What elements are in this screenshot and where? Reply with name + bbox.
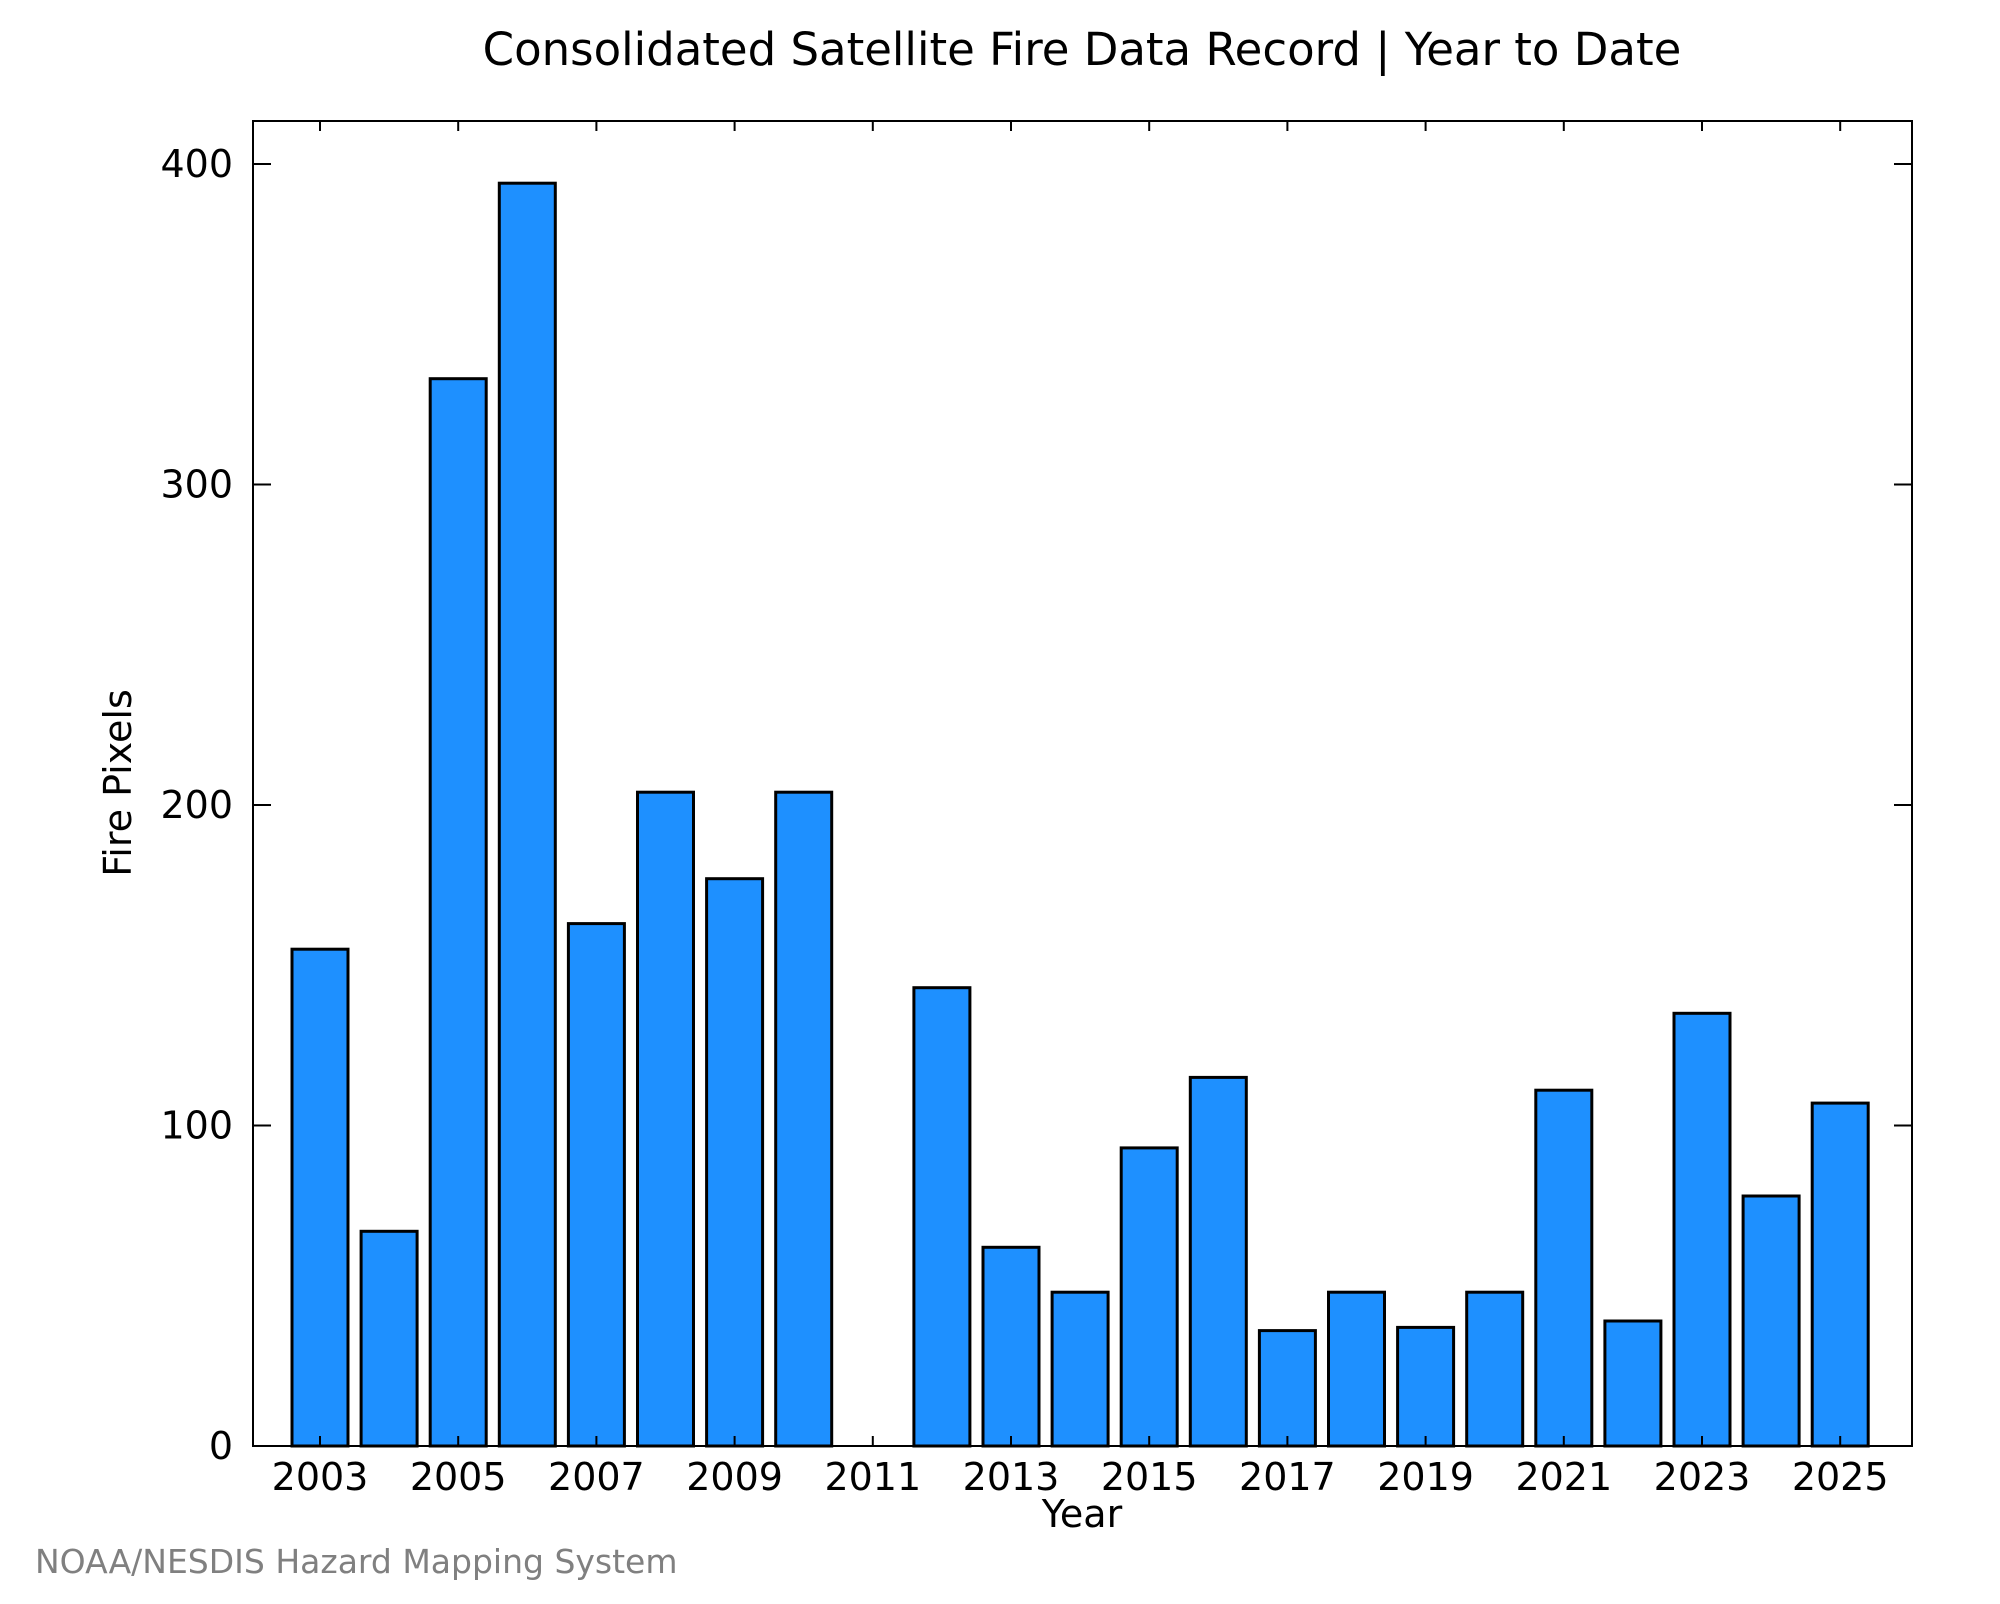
x-tick-label-2009: 2009 — [686, 1455, 783, 1499]
bar-2025 — [1810, 1101, 1870, 1448]
x-tick-label-2015: 2015 — [1101, 1455, 1198, 1499]
bar-2005 — [428, 377, 488, 1448]
bar-2015 — [1119, 1146, 1179, 1448]
bar-2004 — [359, 1229, 419, 1448]
y-axis-label: Fire Pixels — [96, 689, 140, 877]
bar-2012 — [912, 986, 972, 1448]
bar-2019 — [1396, 1325, 1456, 1448]
bar-2017 — [1257, 1329, 1317, 1448]
bar-2016 — [1188, 1075, 1248, 1448]
x-axis-label: Year — [1041, 1492, 1123, 1536]
bar-2003 — [290, 947, 350, 1448]
bar-2007 — [566, 922, 626, 1448]
x-tick-label-2007: 2007 — [548, 1455, 645, 1499]
x-tick-label-2011: 2011 — [824, 1455, 921, 1499]
x-tick-label-2019: 2019 — [1377, 1455, 1474, 1499]
credit-text: NOAA/NESDIS Hazard Mapping System — [35, 1542, 678, 1581]
bar-2021 — [1534, 1088, 1594, 1448]
bar-2014 — [1050, 1290, 1110, 1448]
bar-2009 — [705, 877, 765, 1448]
y-tick-label-300: 300 — [160, 463, 233, 507]
bar-2008 — [636, 790, 695, 1448]
y-tick-label-0: 0 — [209, 1424, 233, 1468]
x-tick-label-2021: 2021 — [1515, 1455, 1612, 1499]
bar-2023 — [1672, 1011, 1732, 1448]
x-tick-label-2003: 2003 — [272, 1455, 369, 1499]
x-tick-label-2005: 2005 — [410, 1455, 507, 1499]
x-axis-ticks: 2003 2005 2007 2009 2011 2013 2015 2017 2019 2021… — [272, 121, 1889, 1499]
bar-2018 — [1327, 1290, 1386, 1448]
x-tick-label-2013: 2013 — [963, 1455, 1060, 1499]
y-tick-label-400: 400 — [160, 142, 233, 186]
bar-2022 — [1603, 1319, 1663, 1448]
bar-2020 — [1465, 1290, 1525, 1448]
bar-2010 — [774, 790, 834, 1448]
y-axis-ticks: 0 100 200 300 400 — [160, 142, 1912, 1468]
y-tick-label-200: 200 — [160, 783, 233, 827]
bar-2006 — [497, 181, 557, 1448]
chart-title: Consolidated Satellite Fire Data Record … — [483, 23, 1682, 76]
bars-group — [290, 181, 1870, 1448]
bar-2024 — [1741, 1194, 1801, 1448]
x-tick-label-2017: 2017 — [1239, 1455, 1336, 1499]
x-tick-label-2023: 2023 — [1654, 1455, 1751, 1499]
y-tick-label-100: 100 — [160, 1104, 233, 1148]
bar-2013 — [981, 1245, 1041, 1448]
x-tick-label-2025: 2025 — [1792, 1455, 1889, 1499]
